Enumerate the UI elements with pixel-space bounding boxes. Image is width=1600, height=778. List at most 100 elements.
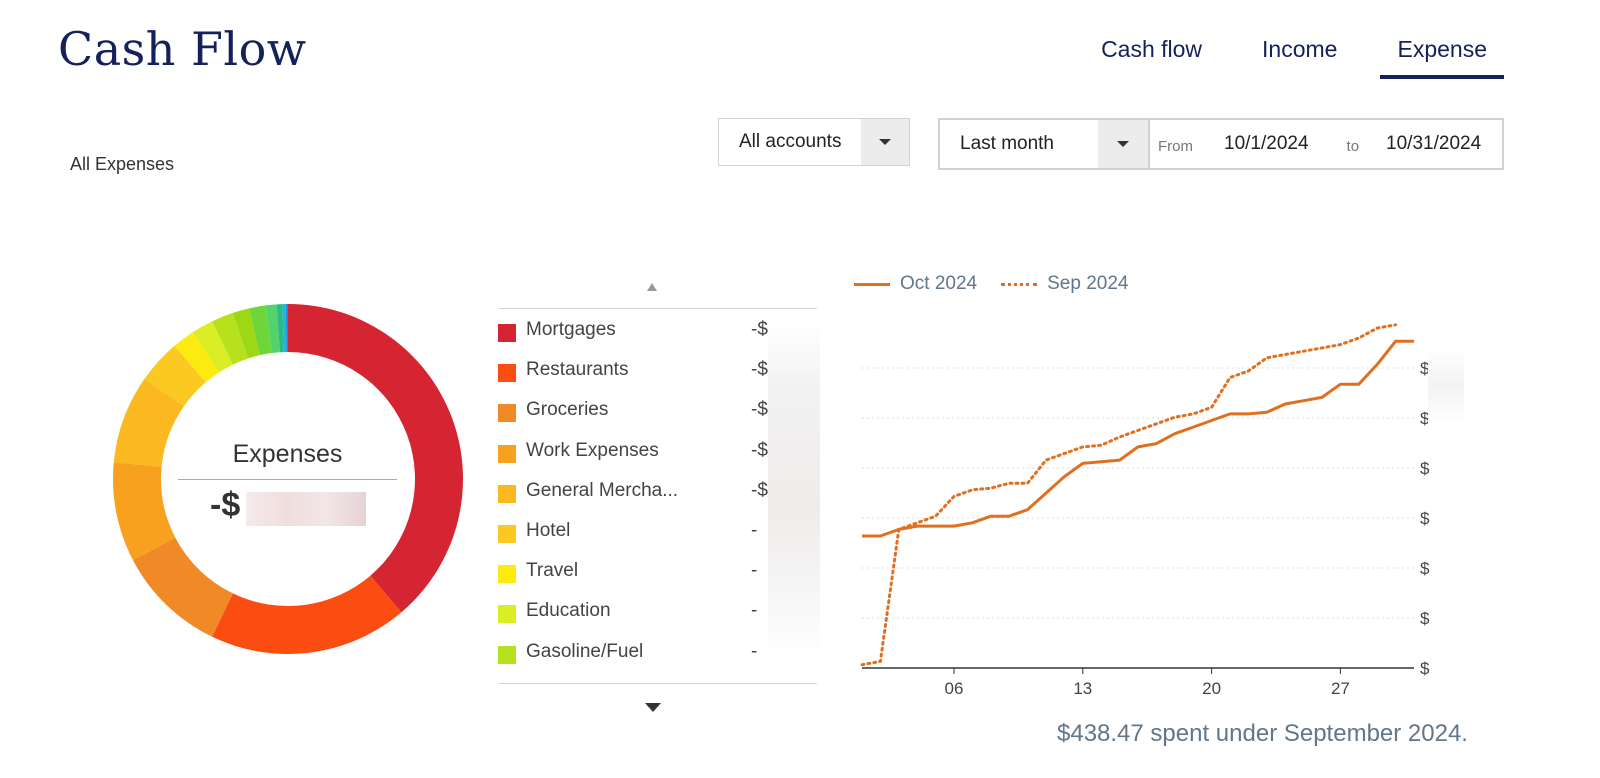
chevron-down-icon: [879, 139, 891, 145]
legend-swatch: [498, 525, 516, 543]
donut-slice-restaurants[interactable]: [212, 575, 402, 654]
legend-amount: -$: [751, 319, 768, 340]
legend-item[interactable]: Groceries -$: [498, 396, 818, 426]
donut-slice-work-expenses[interactable]: [112, 462, 176, 560]
legend-swatch: [498, 484, 516, 503]
donut-slice-hotel[interactable]: [144, 345, 206, 407]
account-dropdown-button[interactable]: [861, 119, 909, 165]
y-tick-label: $: [1420, 409, 1430, 428]
legend-item[interactable]: Restaurants -$: [498, 356, 818, 386]
legend-divider-top: [498, 308, 817, 309]
legend-item[interactable]: Hotel -: [498, 517, 818, 547]
legend-amount: -: [751, 560, 758, 582]
range-select-value[interactable]: Last month: [960, 133, 1054, 154]
legend-divider-bottom: [498, 683, 817, 684]
legend-amount: -$: [751, 359, 768, 381]
x-tick-label: 13: [1073, 679, 1092, 698]
legend-swatch: [498, 364, 516, 383]
y-tick-label: $: [1420, 609, 1430, 628]
donut-slice-other-1[interactable]: [232, 308, 260, 359]
chevron-down-icon: [1117, 141, 1129, 147]
legend-swatch: [498, 404, 516, 423]
legend-amount: -: [751, 600, 758, 622]
date-range-picker: Last month From 10/1/2024 to 10/31/2024: [938, 118, 1504, 170]
legend-item[interactable]: Work Expenses -$: [498, 437, 818, 467]
x-tick-label: 20: [1202, 679, 1221, 698]
donut-slice-mortgages[interactable]: [288, 304, 463, 613]
series-line-oct-2024[interactable]: [862, 339, 1414, 538]
legend-label: Groceries: [526, 399, 609, 421]
legend-scroll-down-icon[interactable]: [645, 703, 661, 712]
section-subtitle: All Expenses: [70, 154, 175, 174]
legend-item[interactable]: Mortgages -$: [498, 316, 818, 346]
spending-line-chart: $ $ $ $ $ $ $06 13 20 27: [860, 323, 1430, 698]
legend-amount: -: [751, 640, 758, 662]
from-to-fields: From 10/1/2024 to 10/31/2024: [1148, 120, 1502, 168]
legend-label: Mortgages: [526, 319, 616, 340]
donut-slice-other-3[interactable]: [265, 304, 280, 354]
redacted-axis-values: [1428, 345, 1464, 425]
tab-expense[interactable]: Expense: [1380, 34, 1504, 79]
y-tick-label: $: [1420, 509, 1430, 528]
legend-amount: -$: [751, 399, 768, 421]
legend-label: Travel: [526, 560, 579, 582]
page-title: Cash Flow: [58, 22, 307, 76]
from-date-input[interactable]: 10/1/2024: [1224, 133, 1309, 154]
legend-label: Gasoline/Fuel: [526, 640, 644, 662]
donut-slice-other-5[interactable]: [282, 304, 287, 353]
donut-slice-other-6[interactable]: [285, 304, 288, 353]
donut-slice-gasoline-fuel[interactable]: [212, 312, 248, 365]
donut-total-amount: -$: [210, 486, 241, 524]
legend-swatch: [498, 565, 516, 584]
view-tabs: Cash flow Income Expense: [1058, 34, 1504, 79]
donut-slice-travel[interactable]: [174, 332, 219, 383]
redacted-total: [246, 492, 366, 526]
y-tick-label: $: [1420, 359, 1430, 378]
donut-divider: [178, 479, 397, 480]
expense-donut-chart[interactable]: [112, 303, 464, 655]
legend-amount: -$: [751, 479, 768, 501]
legend-oct-2024[interactable]: Oct 2024: [900, 273, 978, 294]
account-select-value: All accounts: [739, 131, 842, 152]
legend-label: Work Expenses: [526, 439, 659, 461]
x-tick-label: 06: [945, 679, 964, 698]
legend-item[interactable]: General Mercha... -$: [498, 477, 818, 507]
range-dropdown-button[interactable]: [1098, 120, 1148, 168]
sep-line-swatch: [1001, 282, 1038, 286]
comparison-summary: $438.47 spent under September 2024.: [1057, 720, 1468, 747]
legend-swatch: [498, 605, 516, 624]
donut-slice-other-2[interactable]: [249, 305, 272, 356]
to-label: to: [1346, 137, 1360, 155]
donut-label: Expenses: [232, 440, 343, 468]
legend-item[interactable]: Education -: [498, 597, 818, 627]
account-select[interactable]: All accounts: [718, 118, 910, 166]
tab-income[interactable]: Income: [1262, 36, 1338, 62]
legend-label: General Mercha...: [526, 479, 679, 501]
to-date-input[interactable]: 10/31/2024: [1386, 133, 1482, 154]
legend-amount: -$: [751, 439, 768, 461]
series-line-sep-2024[interactable]: [860, 323, 1398, 667]
donut-slice-groceries[interactable]: [132, 537, 233, 637]
legend-amount: -: [751, 520, 758, 541]
legend-item[interactable]: Gasoline/Fuel -: [498, 638, 818, 668]
redacted-amounts: [768, 320, 820, 660]
legend-swatch: [498, 645, 516, 664]
legend-label: Hotel: [526, 520, 571, 541]
tab-cash-flow[interactable]: Cash flow: [1101, 36, 1203, 62]
y-tick-label: $: [1420, 659, 1430, 678]
donut-slice-other-4[interactable]: [276, 304, 284, 353]
legend-label: Education: [526, 600, 611, 622]
legend-item[interactable]: Travel -: [498, 557, 818, 587]
legend-swatch: [498, 444, 516, 463]
y-tick-label: $: [1420, 559, 1430, 578]
legend-scroll-up-icon[interactable]: [647, 283, 657, 291]
donut-slice-education[interactable]: [192, 321, 233, 373]
y-tick-label: $: [1420, 459, 1430, 478]
donut-slice-general-merchandise[interactable]: [113, 378, 184, 467]
from-label: From: [1158, 137, 1193, 155]
oct-line-swatch: [854, 282, 890, 286]
legend-swatch: [498, 324, 516, 342]
legend-sep-2024[interactable]: Sep 2024: [1047, 273, 1129, 294]
x-tick-label: 27: [1331, 679, 1350, 698]
legend-label: Restaurants: [526, 359, 629, 381]
